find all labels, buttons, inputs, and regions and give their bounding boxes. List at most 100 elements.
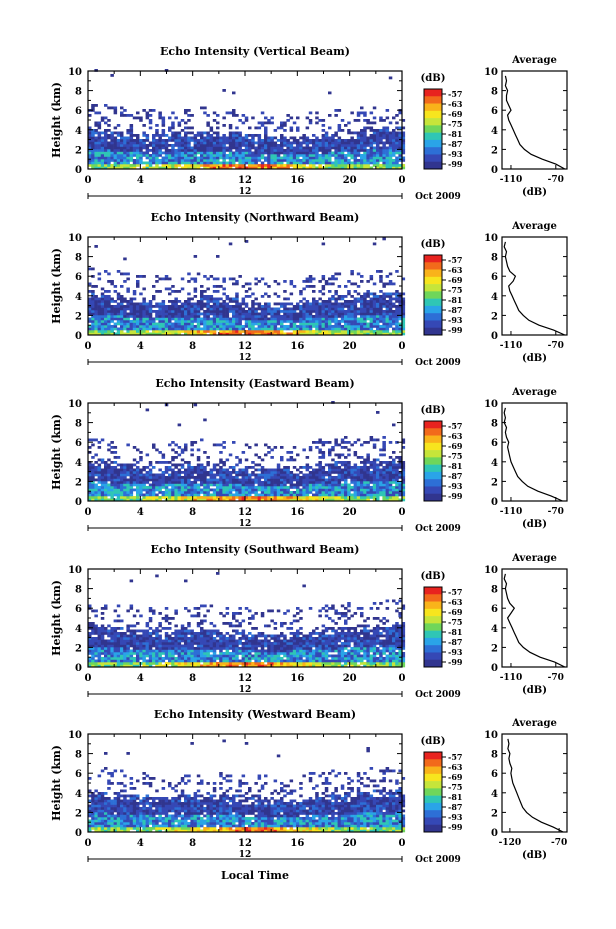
colorbar-label: -87 [448, 802, 462, 812]
colorbar-label: -81 [448, 129, 462, 139]
colorbar-segment [424, 110, 442, 119]
x-tick-label: 0 [399, 673, 406, 684]
panel-title: Echo Intensity (Eastward Beam) [155, 377, 354, 390]
colorbar-label: -57 [448, 89, 462, 99]
colorbar-segment [424, 161, 442, 170]
panel-title: Echo Intensity (Southward Beam) [151, 543, 360, 556]
y-axis-label: Height (km) [50, 414, 63, 490]
x-tick-label: 12 [238, 175, 252, 186]
x-axis-label: Local Time [221, 869, 289, 882]
average-frame [501, 733, 568, 833]
colorbar-label: -57 [448, 421, 462, 431]
colorbar-label: -87 [448, 471, 462, 481]
colorbar-label: -93 [448, 647, 463, 657]
average-y-tick-label: 10 [484, 565, 498, 576]
average-y-tick-label: 0 [491, 165, 498, 176]
colorbar-label: -81 [448, 627, 462, 637]
x-tick-label: 8 [189, 341, 196, 352]
colorbar-label: -69 [448, 275, 463, 285]
colorbar-segment [424, 752, 442, 760]
colorbar-label: -99 [448, 325, 463, 335]
colorbar-segment [424, 284, 442, 292]
colorbar-segment [424, 766, 442, 775]
colorbar-segment [424, 298, 442, 307]
colorbar-segment [424, 645, 442, 653]
colorbar-label: -99 [448, 822, 463, 832]
average-y-tick-label: 0 [491, 331, 498, 342]
colorbar-unit: (dB) [421, 73, 446, 84]
colorbar-segment [424, 623, 442, 631]
average-y-tick-label: 0 [491, 663, 498, 674]
x-tick-label: 8 [189, 507, 196, 518]
colorbar-segment [424, 421, 442, 429]
panel-2: Echo Intensity (Northward Beam) 0 2 4 6 8 10 He… [50, 211, 568, 368]
colorbar-label: -99 [448, 657, 463, 667]
colorbar-label: -57 [448, 587, 462, 597]
colorbar-label: -69 [448, 441, 463, 451]
colorbar-label: -75 [448, 617, 462, 627]
x-tick-label: 0 [399, 175, 406, 186]
colorbar-label: -99 [448, 491, 463, 501]
y-tick-label: 6 [75, 106, 82, 117]
colorbar-segment [424, 601, 442, 610]
colorbar-segment [424, 802, 442, 811]
colorbar-segment [424, 630, 442, 639]
colorbar-segment [424, 493, 442, 502]
x-tick-label: 0 [85, 341, 92, 352]
average-y-tick-label: 10 [484, 730, 498, 741]
y-tick-label: 2 [75, 643, 82, 654]
colorbar-label: -63 [448, 265, 463, 275]
date-axis-noon-label: 12 [239, 850, 252, 860]
colorbar-segment [424, 810, 442, 818]
colorbar: -57-63-69-75-81-87-93-99 [423, 586, 463, 668]
average-x-label: (dB) [522, 353, 547, 364]
y-axis-label: Height (km) [50, 248, 63, 324]
panel-4: Echo Intensity (Southward Beam) 0 2 4 6 8 10 He… [50, 543, 568, 700]
average-title: Average [511, 718, 557, 729]
colorbar-label: -93 [448, 149, 463, 159]
colorbar-segment [424, 147, 442, 155]
x-tick-label: 4 [137, 341, 144, 352]
y-tick-label: 10 [68, 399, 82, 410]
average-x-tick-label: -70 [548, 175, 564, 185]
average-x-label: (dB) [522, 685, 547, 696]
x-tick-label: 0 [85, 507, 92, 518]
average-panel: Average 0 2 4 6 8 10 -110 -70(dB) [484, 55, 568, 198]
average-profile-line [503, 241, 566, 336]
colorbar-segment [424, 320, 442, 329]
y-tick-label: 8 [75, 419, 82, 430]
colorbar-segment [424, 118, 442, 126]
y-tick-label: 4 [75, 789, 82, 800]
average-profile-line [504, 75, 566, 170]
panel-title: Echo Intensity (Vertical Beam) [160, 45, 350, 58]
colorbar: -57-63-69-75-81-87-93-99 [423, 420, 463, 502]
colorbar-segment [424, 435, 442, 444]
x-tick-label: 8 [189, 838, 196, 849]
y-tick-label: 0 [75, 828, 82, 839]
heatmap [88, 401, 406, 502]
y-tick-label: 8 [75, 750, 82, 761]
average-x-label: (dB) [522, 187, 547, 198]
average-x-tick-label: -110 [500, 507, 523, 517]
colorbar-segment [424, 795, 442, 804]
colorbar-frame [423, 420, 443, 502]
average-y-tick-label: 2 [491, 145, 498, 156]
colorbar-frame [423, 88, 443, 170]
colorbar: -57-63-69-75-81-87-93-99 [423, 88, 463, 170]
average-y-tick-label: 2 [491, 808, 498, 819]
heatmap [88, 237, 406, 336]
average-x-tick-label: -110 [500, 341, 523, 351]
panel-title: Echo Intensity (Westward Beam) [154, 708, 356, 721]
average-x-tick-label: -110 [500, 175, 523, 185]
x-tick-label: 12 [238, 838, 252, 849]
x-tick-label: 4 [137, 175, 144, 186]
average-y-tick-label: 8 [491, 419, 498, 430]
y-tick-label: 4 [75, 458, 82, 469]
average-y-tick-label: 10 [484, 67, 498, 78]
average-frame [501, 402, 568, 502]
x-tick-label: 0 [85, 838, 92, 849]
x-tick-label: 0 [399, 507, 406, 518]
colorbar-label: -87 [448, 637, 462, 647]
x-tick-label: 4 [137, 838, 144, 849]
average-y-tick-label: 6 [491, 604, 498, 615]
